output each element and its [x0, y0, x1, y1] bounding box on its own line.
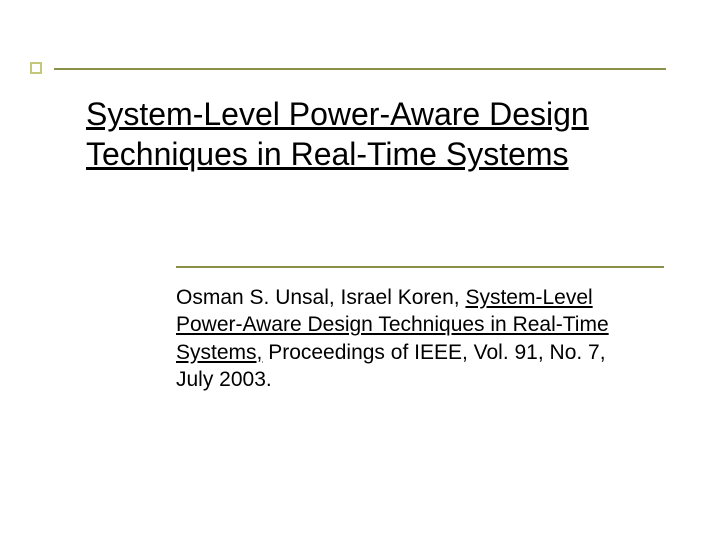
accent-square — [30, 62, 42, 74]
slide: System-Level Power-Aware Design Techniqu… — [0, 0, 720, 540]
title-rule — [54, 68, 666, 70]
slide-title: System-Level Power-Aware Design Techniqu… — [86, 94, 646, 174]
citation-rule — [176, 266, 664, 268]
citation-block: Osman S. Unsal, Israel Koren, System-Lev… — [176, 284, 636, 393]
citation-authors: Osman S. Unsal, Israel Koren, — [176, 286, 465, 309]
